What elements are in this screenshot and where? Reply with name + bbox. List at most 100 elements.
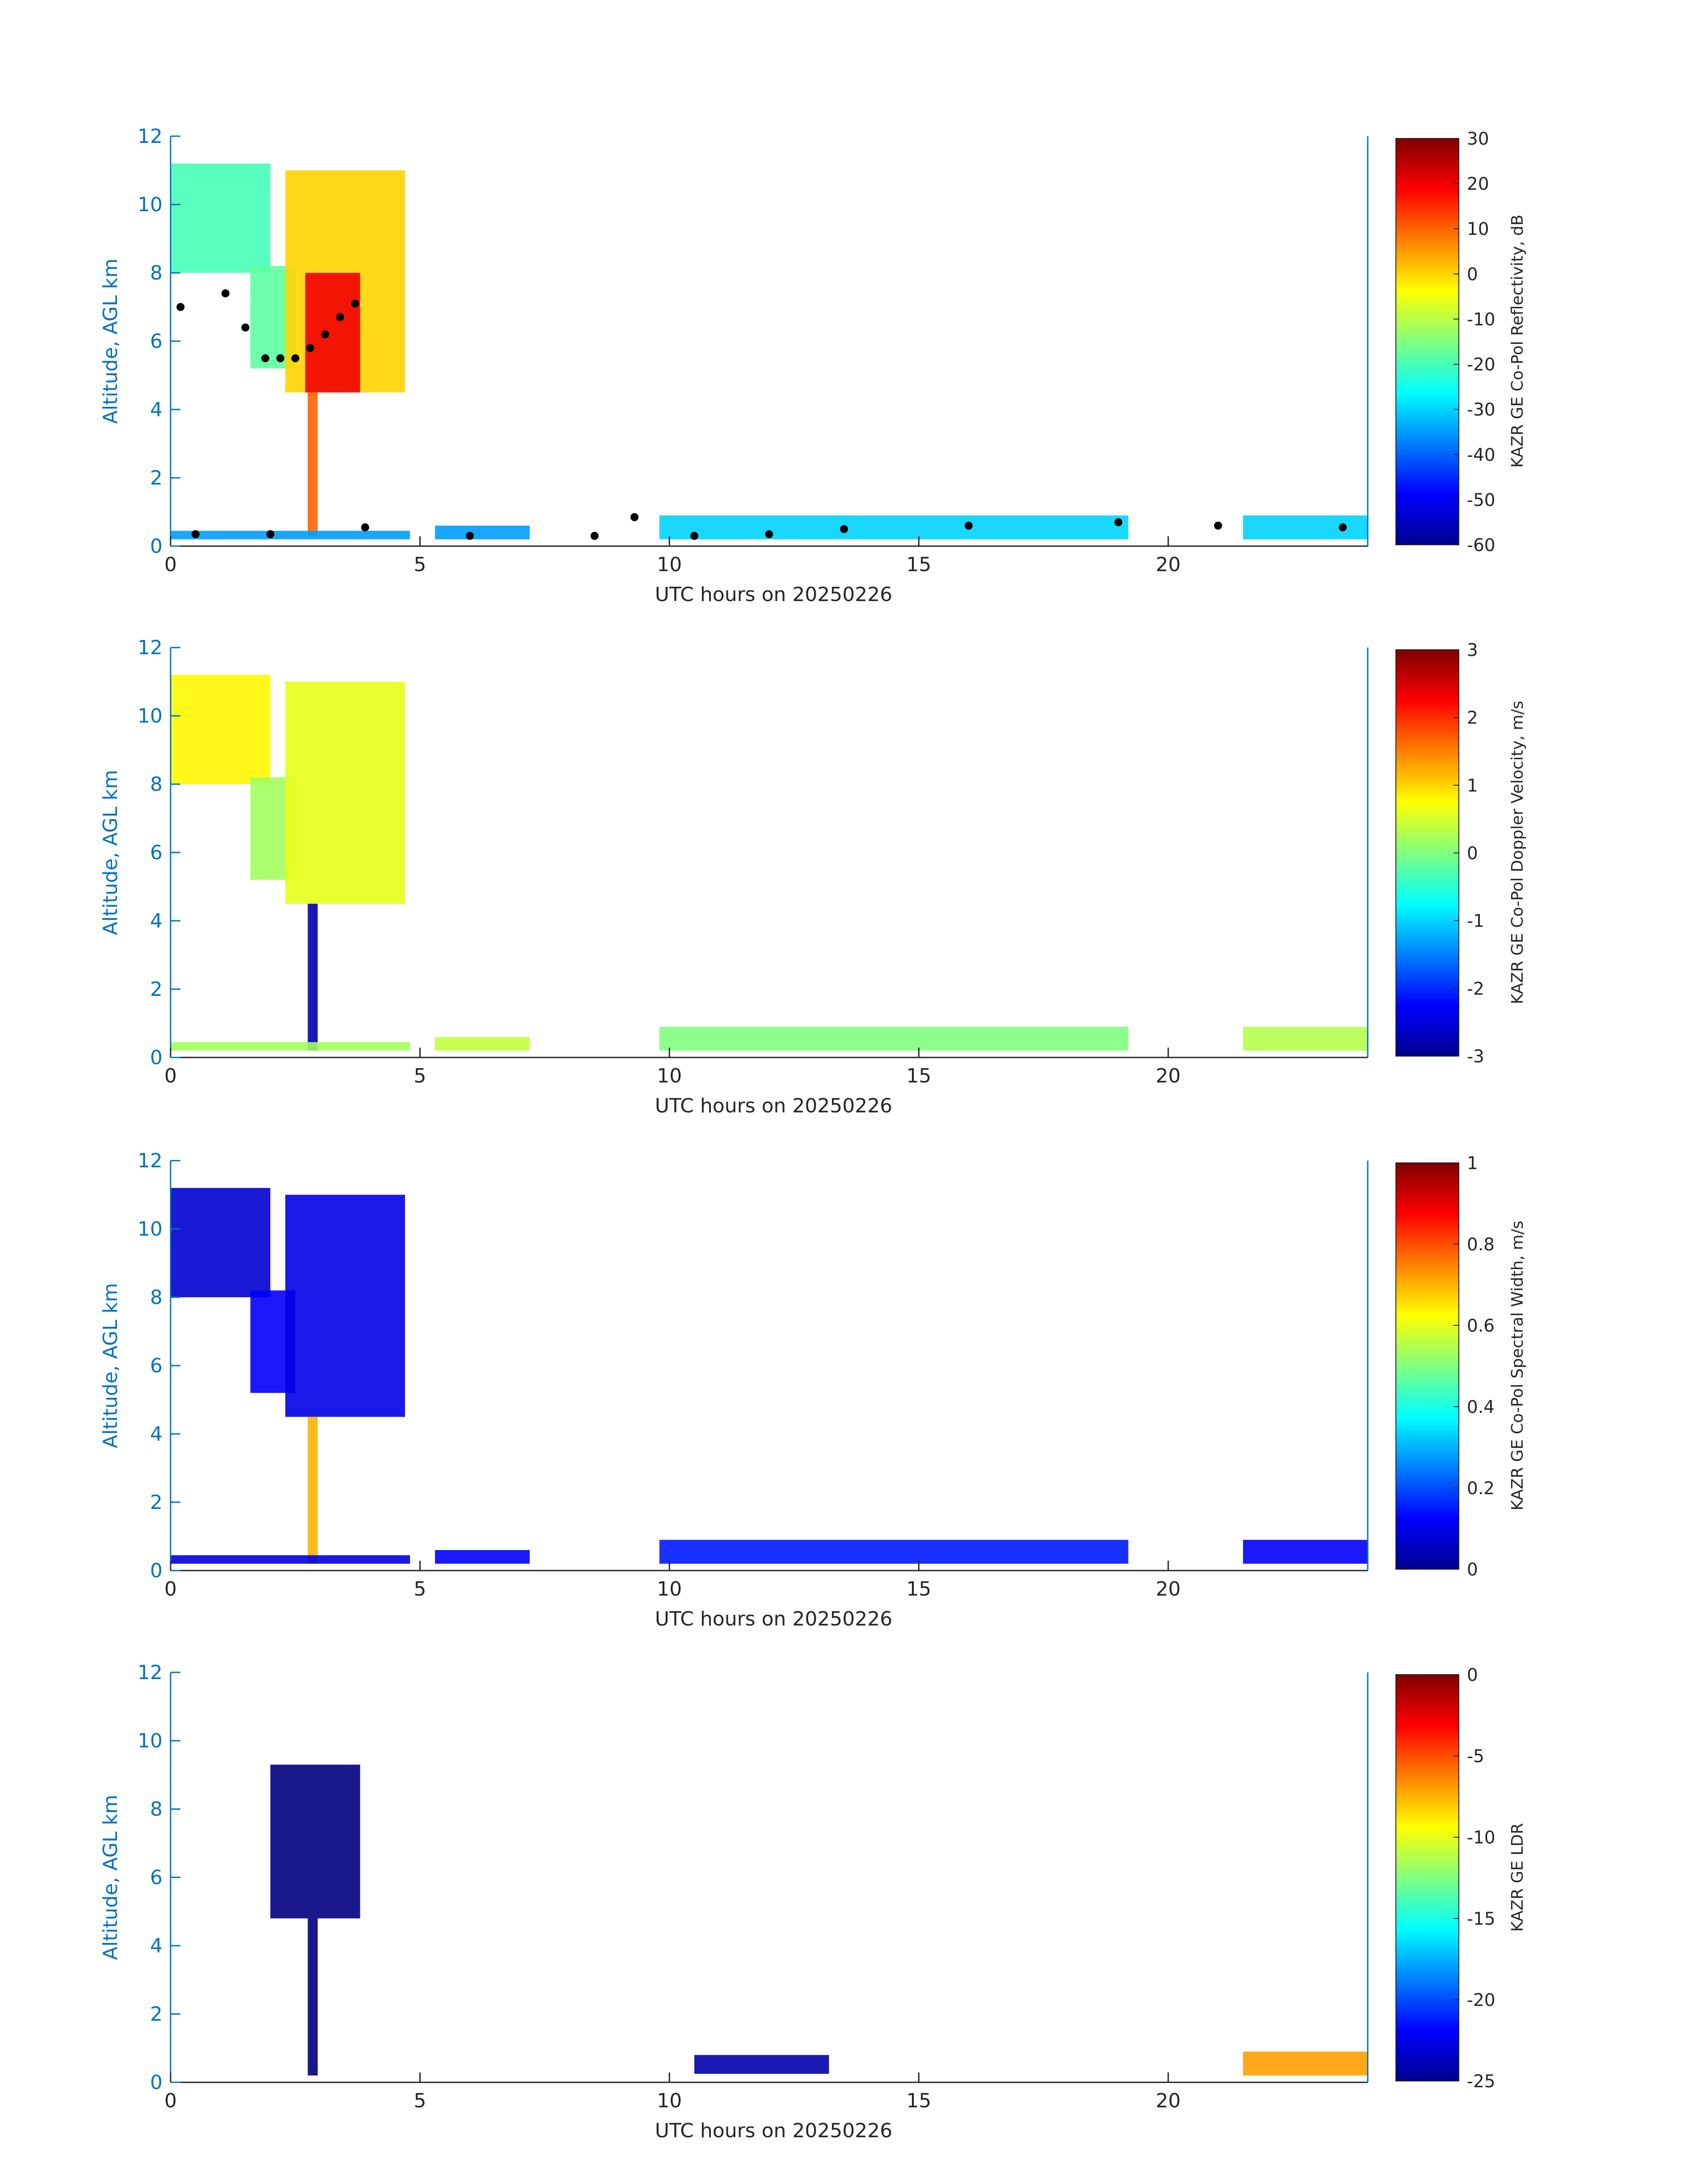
x-tick-label: 20 bbox=[1156, 1065, 1181, 1087]
x-tick-label: 5 bbox=[414, 1065, 426, 1087]
x-tick-label: 15 bbox=[906, 2089, 931, 2112]
echo-region bbox=[435, 1550, 530, 1564]
x-axis-label: UTC hours on 20250226 bbox=[655, 2119, 893, 2142]
x-tick-label: 10 bbox=[657, 1065, 682, 1087]
y-tick-label: 2 bbox=[150, 1491, 163, 1514]
colorbar-label: KAZR GE Co-Pol Reflectivity, dB bbox=[1508, 215, 1527, 468]
y-tick-label: 10 bbox=[138, 705, 163, 727]
y-tick-label: 2 bbox=[150, 2003, 163, 2026]
colorbar-tick-label: -5 bbox=[1467, 1747, 1484, 1767]
y-tick-label: 2 bbox=[150, 467, 163, 489]
melting-layer-point bbox=[261, 354, 270, 363]
x-tick-label: 5 bbox=[414, 2089, 426, 2112]
x-axis-label: UTC hours on 20250226 bbox=[655, 583, 893, 606]
melting-layer-point bbox=[321, 330, 330, 338]
melting-layer-point bbox=[590, 532, 599, 540]
colorbar-tick-label: 0 bbox=[1467, 844, 1478, 864]
y-axis-label: Altitude, AGL km bbox=[99, 1795, 122, 1960]
y-tick-label: 10 bbox=[138, 1730, 163, 1752]
x-tick-label: 20 bbox=[1156, 553, 1181, 576]
colorbar-gradient bbox=[1395, 1674, 1459, 2081]
y-tick-label: 2 bbox=[150, 978, 163, 1001]
x-axis-label: UTC hours on 20250226 bbox=[655, 1095, 893, 1117]
x-tick-label: 0 bbox=[164, 553, 177, 576]
melting-layer-point bbox=[630, 513, 639, 521]
colorbar-tick-label: 20 bbox=[1467, 174, 1489, 194]
melting-layer-point bbox=[306, 344, 314, 352]
echo-region bbox=[171, 163, 271, 273]
echo-region bbox=[694, 2055, 829, 2074]
echo-region bbox=[1243, 1027, 1368, 1051]
colorbar-tick-label: 2 bbox=[1467, 708, 1478, 728]
colorbar: KAZR GE Co-Pol Reflectivity, dB 30 20 10 0 -… bbox=[1395, 129, 1527, 556]
colorbar-tick-label: 0 bbox=[1467, 1560, 1478, 1580]
y-axis-label: Altitude, AGL km bbox=[99, 770, 122, 935]
echo-region bbox=[171, 675, 271, 784]
echo-region bbox=[171, 531, 410, 539]
colorbar-tick-label: -3 bbox=[1467, 1047, 1484, 1067]
colorbar-tick-label: 30 bbox=[1467, 129, 1489, 149]
x-tick-label: 15 bbox=[906, 1065, 931, 1087]
panel-ldr: Altitude, AGL km UTC hours on 20250226 0… bbox=[99, 1661, 1527, 2142]
colorbar-gradient bbox=[1395, 1162, 1459, 1570]
echo-region bbox=[308, 1417, 318, 1564]
echo-region bbox=[305, 273, 360, 393]
echo-region bbox=[285, 1195, 405, 1417]
x-tick-label: 15 bbox=[906, 553, 931, 576]
y-tick-label: 0 bbox=[150, 1046, 163, 1069]
echo-region bbox=[659, 515, 1128, 539]
y-tick-label: 0 bbox=[150, 535, 163, 558]
colorbar-tick-label: 1 bbox=[1467, 1153, 1478, 1174]
x-tick-label: 15 bbox=[906, 1578, 931, 1600]
colorbar-tick-label: -1 bbox=[1467, 911, 1484, 932]
y-tick-label: 6 bbox=[150, 841, 163, 864]
colorbar-tick-label: -15 bbox=[1467, 1909, 1495, 1929]
echo-region bbox=[285, 681, 405, 904]
melting-layer-point bbox=[1339, 523, 1347, 531]
melting-layer-point bbox=[336, 313, 344, 322]
melting-layer-point bbox=[840, 525, 848, 533]
plot-area bbox=[171, 1188, 1368, 1564]
colorbar-tick-label: -60 bbox=[1467, 535, 1495, 556]
x-tick-label: 0 bbox=[164, 1578, 177, 1600]
colorbar-tick-label: -20 bbox=[1467, 355, 1495, 375]
axes: Altitude, AGL km UTC hours on 20250226 0… bbox=[99, 1149, 1369, 1630]
x-tick-label: 20 bbox=[1156, 2089, 1181, 2112]
echo-region bbox=[308, 392, 318, 536]
y-tick-label: 12 bbox=[138, 1149, 163, 1172]
colorbar-label: KAZR GE Co-Pol Spectral Width, m/s bbox=[1508, 1220, 1527, 1510]
colorbar-tick-label: -10 bbox=[1467, 309, 1495, 330]
y-tick-label: 6 bbox=[150, 1866, 163, 1889]
x-tick-label: 0 bbox=[164, 1065, 177, 1087]
echo-region bbox=[308, 903, 318, 1051]
y-tick-label: 12 bbox=[138, 125, 163, 148]
y-tick-label: 10 bbox=[138, 1218, 163, 1241]
colorbar-tick-label: -10 bbox=[1467, 1828, 1495, 1848]
melting-layer-point bbox=[361, 523, 369, 531]
echo-region bbox=[435, 526, 530, 539]
panel-spectral-width: Altitude, AGL km UTC hours on 20250226 0… bbox=[99, 1149, 1527, 1630]
y-tick-label: 4 bbox=[150, 398, 163, 421]
colorbar-tick-label: -20 bbox=[1467, 1990, 1495, 2010]
colorbar-tick-label: -40 bbox=[1467, 445, 1495, 465]
panel-reflectivity: Altitude, AGL km UTC hours on 20250226 0… bbox=[99, 125, 1527, 606]
y-tick-label: 12 bbox=[138, 1661, 163, 1684]
melting-layer-point bbox=[276, 354, 284, 363]
colorbar-tick-label: 0 bbox=[1467, 264, 1478, 284]
melting-layer-point bbox=[765, 530, 773, 539]
echo-region bbox=[270, 1764, 360, 1918]
y-tick-label: 4 bbox=[150, 1935, 163, 1957]
melting-layer-point bbox=[191, 530, 200, 539]
y-tick-label: 8 bbox=[150, 1798, 163, 1821]
echo-region bbox=[171, 1555, 410, 1564]
colorbar-tick-label: 0.4 bbox=[1467, 1397, 1495, 1417]
x-tick-label: 5 bbox=[414, 1578, 426, 1600]
plot-area bbox=[171, 675, 1368, 1051]
y-tick-label: 6 bbox=[150, 1354, 163, 1377]
melting-layer-point bbox=[690, 532, 698, 540]
x-tick-label: 0 bbox=[164, 2089, 177, 2112]
axes: Altitude, AGL km UTC hours on 20250226 0… bbox=[99, 125, 1369, 606]
colorbar: KAZR GE Co-Pol Doppler Velocity, m/s 3 2 1… bbox=[1395, 640, 1527, 1067]
colorbar-gradient bbox=[1395, 138, 1459, 545]
